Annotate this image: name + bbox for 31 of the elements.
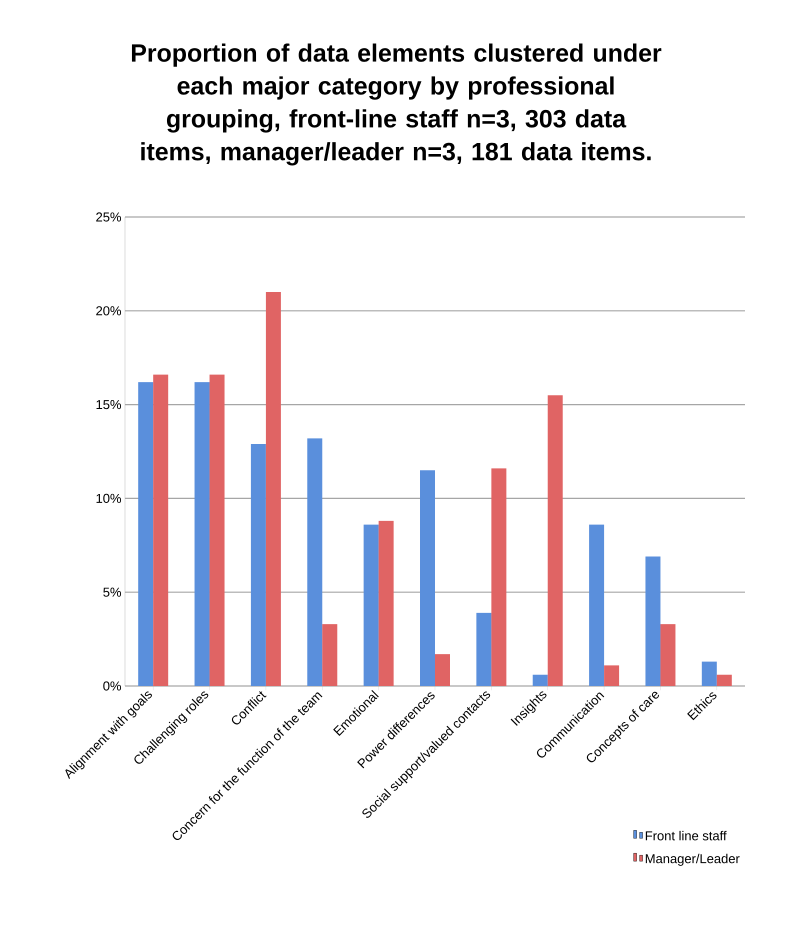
bar bbox=[322, 624, 338, 686]
bar bbox=[364, 524, 379, 686]
bar bbox=[378, 520, 394, 686]
bar bbox=[589, 524, 604, 686]
legend-label: Manager/Leader bbox=[646, 854, 740, 866]
chart-title: Proportion of data elements clustered under each major category by professional grouping, front-line staff n=3, 303 data items, manager/leader n=3, 181 data items. bbox=[132, 44, 662, 166]
y-tick-label: 0% bbox=[103, 681, 122, 691]
y-tick-label: 10% bbox=[96, 494, 122, 503]
bar bbox=[266, 292, 281, 686]
bar bbox=[250, 444, 266, 686]
bar bbox=[420, 470, 435, 686]
y-tick-label: 5% bbox=[103, 588, 122, 597]
bar bbox=[194, 382, 210, 686]
bar bbox=[716, 674, 732, 686]
bar bbox=[138, 382, 154, 686]
legend-label: Front line staff bbox=[646, 830, 727, 840]
bar bbox=[210, 374, 225, 686]
bar bbox=[435, 654, 450, 686]
bar bbox=[645, 556, 660, 686]
bar bbox=[476, 612, 492, 686]
y-tick-label: 25% bbox=[96, 212, 122, 222]
y-tick-label: 15% bbox=[96, 400, 122, 410]
bar bbox=[660, 624, 676, 686]
bar bbox=[702, 662, 717, 686]
bar bbox=[153, 374, 168, 686]
bar bbox=[548, 395, 563, 686]
bar bbox=[491, 468, 506, 686]
bar bbox=[604, 665, 620, 686]
bar bbox=[532, 674, 548, 686]
y-tick-label: 20% bbox=[96, 306, 122, 316]
bar bbox=[307, 438, 322, 686]
